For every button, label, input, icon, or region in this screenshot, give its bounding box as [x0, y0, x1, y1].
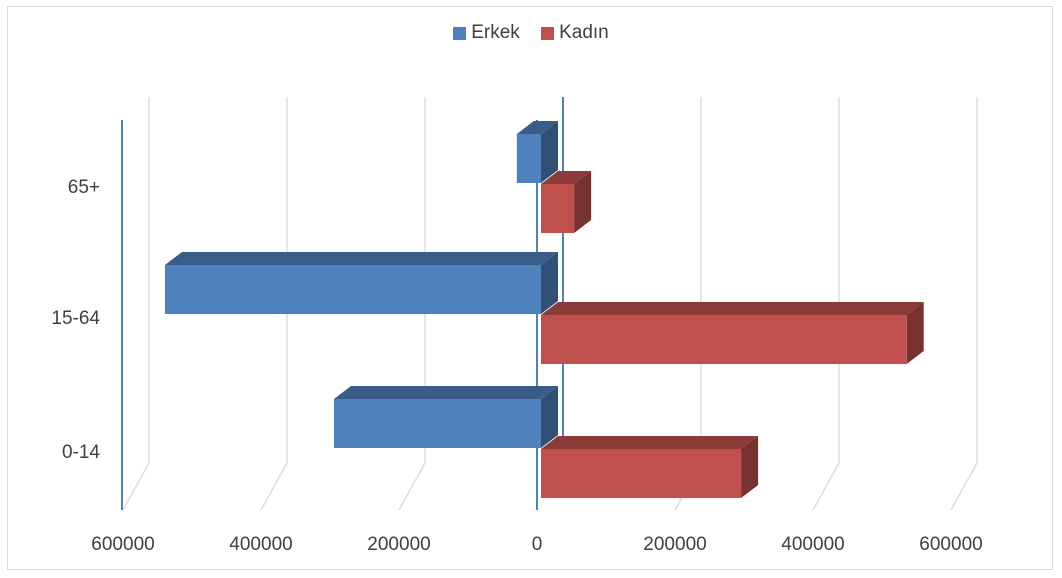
legend-swatch-erkek [453, 26, 467, 40]
bar-top-face [541, 436, 759, 449]
bar-side-face [541, 386, 558, 448]
bar-front-face [516, 134, 541, 183]
category-tick-label: 15-64 [51, 308, 100, 329]
bar-side-face [541, 121, 558, 183]
value-tick-label: 0 [532, 534, 543, 555]
bar-kadın-15-64 [541, 302, 924, 364]
value-tick-label: 200000 [367, 534, 430, 555]
axis-labels: 0-14 15-64 65+ 600000 400000 200000 0 200000 400… [51, 177, 982, 555]
bar-erkek-65+ [516, 121, 558, 183]
bar-front-face [541, 449, 742, 498]
gridline-floor [122, 462, 150, 511]
bar-top-face [541, 302, 924, 315]
category-tick-label: 65+ [68, 177, 100, 198]
legend-item-kadin: Kadın [541, 22, 609, 44]
legend-swatch-kadin [541, 26, 555, 40]
bar-erkek-0-14 [334, 386, 558, 448]
legend-label-erkek: Erkek [471, 22, 520, 43]
bar-erkek-15-64 [164, 252, 558, 314]
value-tick-label: 600000 [919, 534, 982, 555]
value-tick-label: 400000 [781, 534, 844, 555]
value-tick-label: 600000 [91, 534, 154, 555]
bar-front-face [541, 315, 907, 364]
bar-side-face [906, 302, 924, 364]
bar-top-face [516, 121, 558, 134]
bar-kadın-0-14 [541, 436, 759, 498]
gridline-floor [950, 462, 978, 511]
value-tick-label: 400000 [229, 534, 292, 555]
bars [164, 121, 924, 498]
gridline-floor [812, 462, 840, 511]
category-tick-label: 0-14 [62, 442, 100, 463]
bar-side-face [574, 171, 592, 233]
bar-top-face [541, 171, 592, 184]
legend-label-kadin: Kadın [559, 22, 609, 43]
bar-kadın-65+ [541, 171, 592, 233]
bar-side-face [741, 436, 759, 498]
bar-front-face [334, 399, 541, 448]
bar-front-face [541, 184, 575, 233]
bar-side-face [541, 252, 558, 314]
gridline-floor [260, 462, 288, 511]
legend: Erkek Kadın [0, 22, 1062, 46]
legend-item-erkek: Erkek [453, 22, 520, 44]
bar-top-face [334, 386, 558, 399]
bar-top-face [164, 252, 558, 265]
bar-front-face [164, 265, 541, 314]
value-tick-label: 200000 [643, 534, 706, 555]
gridline-floor [398, 462, 426, 511]
